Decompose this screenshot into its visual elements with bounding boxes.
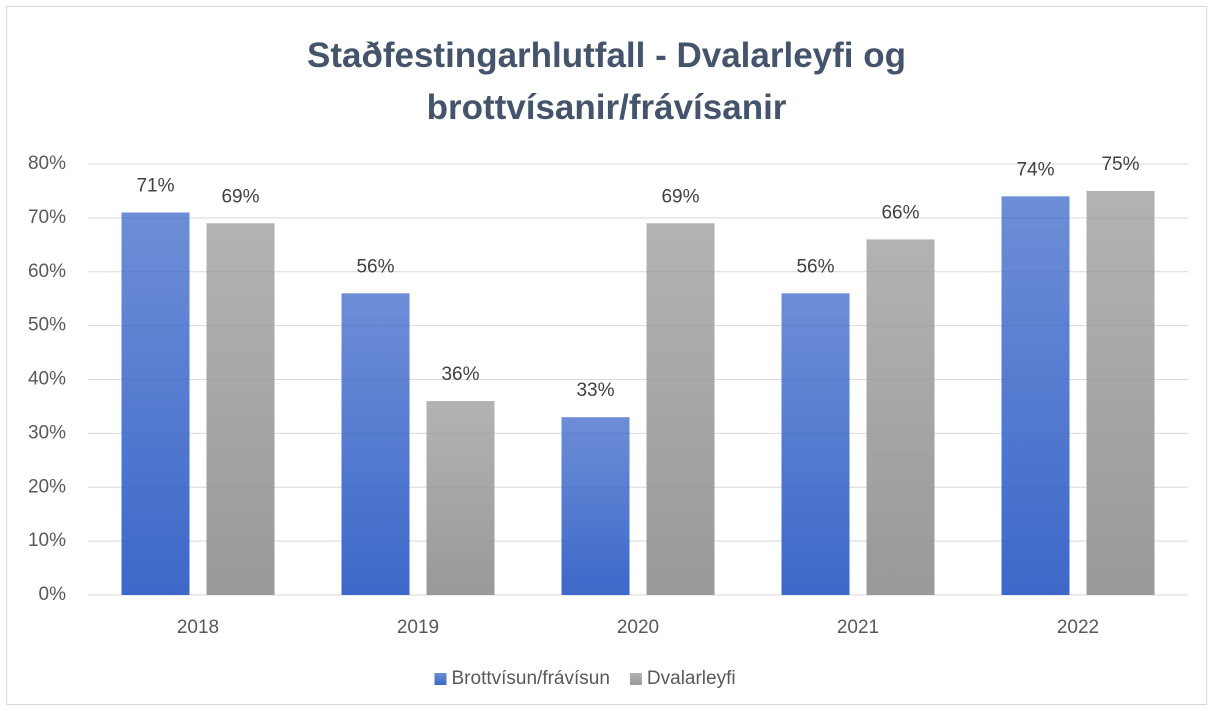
bar	[561, 417, 630, 595]
bar	[646, 223, 715, 595]
x-tick-label: 2019	[397, 617, 439, 638]
data-label: 56%	[356, 256, 394, 277]
data-label: 66%	[881, 202, 919, 223]
chart-title-box: Staðfestingarhlutfall - Dvalarleyfi og b…	[0, 30, 1213, 134]
legend-label: Dvalarleyfi	[647, 668, 736, 689]
y-tick-label: 80%	[28, 153, 66, 174]
bar	[781, 293, 850, 595]
y-tick-label: 70%	[28, 207, 66, 228]
legend-label: Brottvísun/frávísun	[452, 668, 610, 689]
legend-swatch	[434, 673, 447, 685]
y-tick-label: 0%	[39, 584, 67, 605]
x-tick-label: 2022	[1057, 617, 1099, 638]
x-tick-label: 2020	[617, 617, 659, 638]
data-label: 33%	[576, 380, 614, 401]
bar	[1086, 190, 1155, 595]
bar	[1001, 196, 1070, 595]
chart-title: Staðfestingarhlutfall - Dvalarleyfi og b…	[307, 36, 906, 127]
y-tick-label: 10%	[28, 530, 66, 551]
y-tick-label: 30%	[28, 422, 66, 443]
y-tick-label: 20%	[28, 476, 66, 497]
bar	[341, 293, 410, 595]
data-label: 74%	[1016, 159, 1054, 180]
data-label: 56%	[796, 256, 834, 277]
y-tick-label: 40%	[28, 369, 66, 390]
chart-border	[6, 6, 1207, 705]
data-label: 75%	[1101, 154, 1139, 175]
x-tick-label: 2021	[837, 617, 879, 638]
data-label: 69%	[661, 186, 699, 207]
bar	[866, 239, 935, 596]
x-tick-label: 2018	[177, 617, 219, 638]
data-label: 36%	[441, 364, 479, 385]
bar	[206, 223, 275, 595]
bar	[426, 401, 495, 595]
legend-swatch	[629, 673, 642, 685]
data-label: 69%	[221, 186, 259, 207]
y-tick-label: 50%	[28, 315, 66, 336]
y-tick-label: 60%	[28, 261, 66, 282]
bar	[121, 212, 190, 596]
data-label: 71%	[136, 176, 174, 197]
